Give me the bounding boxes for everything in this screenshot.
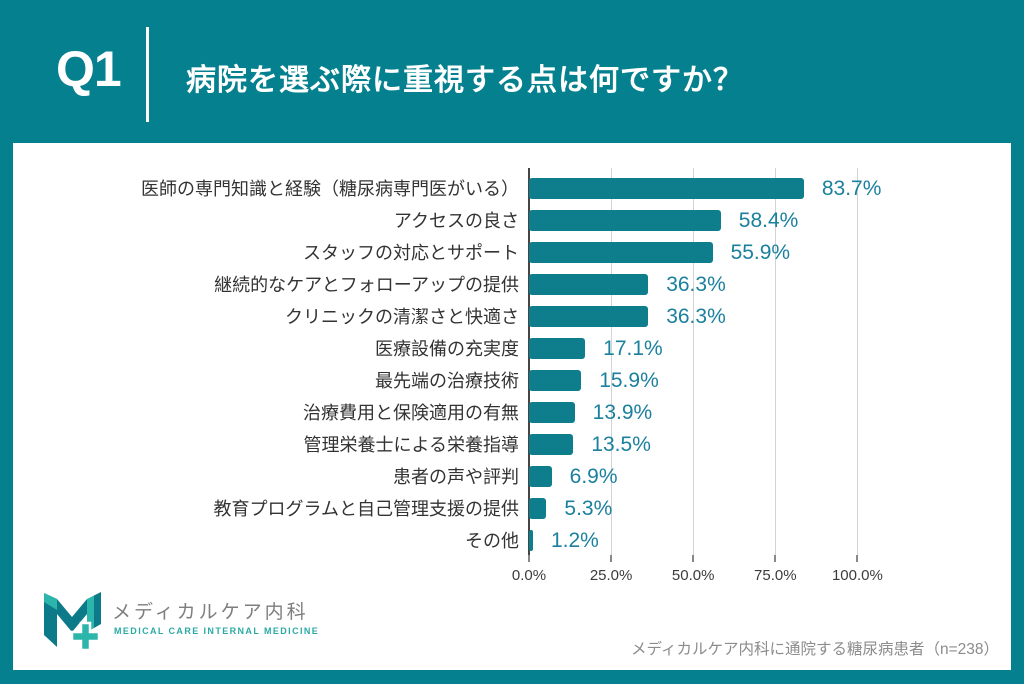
x-axis-tick <box>692 555 695 562</box>
x-axis-tick <box>774 555 777 562</box>
x-axis-tick-label: 25.0% <box>589 567 633 584</box>
x-axis-tick-label: 100.0% <box>831 567 883 584</box>
value-label: 58.4% <box>738 209 799 232</box>
gridline <box>857 168 859 555</box>
source-note: メディカルケア内科に通院する糖尿病患者（n=238） <box>631 641 999 658</box>
x-axis-tick <box>528 555 530 562</box>
category-label: 継続的なケアとフォローアップの提供 <box>214 275 519 295</box>
bar <box>529 466 552 487</box>
header-divider <box>146 27 149 122</box>
logo-mark-icon <box>44 592 101 652</box>
logo-name-jp: メディカルケア内科 <box>112 602 309 623</box>
chart-card: 0.0% 25.0% 50.0% 75.0% 100.0% 医師の専門知識と経験（糖尿病専… <box>13 143 1011 670</box>
value-label: 83.7% <box>821 177 882 200</box>
bar <box>529 338 586 359</box>
bar-chart: 0.0% 25.0% 50.0% 75.0% 100.0% 医師の専門知識と経験（糖尿病専… <box>13 143 1011 603</box>
value-label: 36.3% <box>666 273 726 296</box>
bar <box>529 434 574 455</box>
value-label: 1.2% <box>550 529 599 552</box>
logo-name-en: MEDICAL CARE INTERNAL MEDICINE <box>114 626 320 636</box>
gridline <box>693 168 695 555</box>
bar <box>529 306 649 327</box>
x-axis-tick-label: 75.0% <box>754 567 797 584</box>
bar <box>529 402 575 423</box>
bar <box>529 210 721 231</box>
category-label: 治療費用と保険適用の有無 <box>303 403 519 423</box>
category-label: クリニックの清潔さと快適さ <box>285 307 519 327</box>
x-axis-tick-label: 0.0% <box>511 567 547 584</box>
category-label: その他 <box>465 531 519 551</box>
bar <box>529 370 582 391</box>
question-number: Q1 <box>56 41 122 97</box>
bar <box>529 178 804 199</box>
bar <box>529 498 547 519</box>
header: Q1 病院を選ぶ際に重視する点は何ですか？ <box>0 0 1024 143</box>
page-title: 病院を選ぶ際に重視する点は何ですか？ <box>186 64 744 97</box>
value-label: 17.1% <box>603 337 663 360</box>
y-axis-line <box>528 168 530 555</box>
value-label: 36.3% <box>666 305 726 328</box>
category-label: 最先端の治療技術 <box>375 371 519 391</box>
value-label: 5.3% <box>564 497 613 520</box>
x-axis-tick <box>856 555 859 562</box>
value-label: 55.9% <box>730 241 791 264</box>
bar <box>529 242 713 263</box>
x-axis-tick <box>610 555 613 562</box>
value-label: 13.5% <box>591 433 651 456</box>
gridline <box>611 168 613 555</box>
x-axis-tick-label: 50.0% <box>671 567 715 584</box>
category-label: 管理栄養士による栄養指導 <box>303 435 519 455</box>
bar <box>529 274 649 295</box>
category-label: スタッフの対応とサポート <box>303 243 519 263</box>
value-label: 13.9% <box>592 401 653 424</box>
value-label: 15.9% <box>599 369 659 392</box>
bar <box>529 530 533 551</box>
category-label: アクセスの良さ <box>393 211 519 231</box>
gridline <box>775 168 777 555</box>
category-label: 患者の声や評判 <box>393 467 519 487</box>
category-label: 医療設備の充実度 <box>375 339 519 359</box>
category-label: 医師の専門知識と経験（糖尿病専門医がいる） <box>141 179 519 199</box>
value-label: 6.9% <box>569 465 618 488</box>
category-label: 教育プログラムと自己管理支援の提供 <box>213 499 519 519</box>
